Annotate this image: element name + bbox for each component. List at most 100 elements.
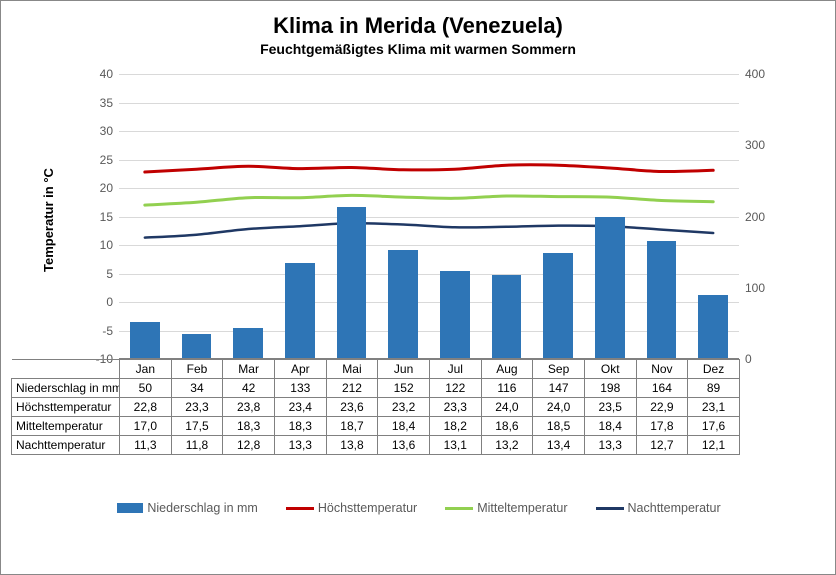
legend-label: Höchsttemperatur: [318, 501, 417, 515]
legend-line-swatch: [596, 507, 624, 510]
table-row: Höchsttemperatur22,823,323,823,423,623,2…: [12, 398, 740, 417]
precip-bar: [182, 334, 212, 358]
gridline: [119, 74, 739, 75]
table-cell: 13,3: [274, 436, 326, 455]
row-header: Höchsttemperatur: [12, 398, 120, 417]
table-cell: 23,4: [274, 398, 326, 417]
table-cell: 13,2: [481, 436, 533, 455]
y1-axis-label: Temperatur in °C: [41, 168, 56, 272]
y2-tick: 400: [739, 67, 765, 81]
table-cell: 18,3: [223, 417, 275, 436]
precip-bar: [543, 253, 573, 358]
table-cell: 11,3: [120, 436, 172, 455]
table-cell: 152: [378, 379, 430, 398]
table-cell: 11,8: [171, 436, 223, 455]
table-cell: 17,5: [171, 417, 223, 436]
table-cell: 23,6: [326, 398, 378, 417]
category-header: Dez: [688, 360, 740, 379]
precip-bar: [337, 207, 367, 358]
chart-title: Klima in Merida (Venezuela): [1, 1, 835, 39]
legend-item: Höchsttemperatur: [286, 501, 417, 515]
category-header: Sep: [533, 360, 585, 379]
table-cell: 12,8: [223, 436, 275, 455]
y2-tick: 200: [739, 210, 765, 224]
table-cell: 23,1: [688, 398, 740, 417]
table-cell: 17,8: [636, 417, 688, 436]
y1-tick: 40: [100, 67, 119, 81]
table-cell: 22,8: [120, 398, 172, 417]
precip-bar: [698, 295, 728, 358]
category-header: Nov: [636, 360, 688, 379]
legend-label: Niederschlag in mm: [147, 501, 257, 515]
category-header: Mar: [223, 360, 275, 379]
category-header: Apr: [274, 360, 326, 379]
table-cell: 13,4: [533, 436, 585, 455]
precip-bar: [595, 217, 625, 358]
legend-item: Nachttemperatur: [596, 501, 721, 515]
y2-tick: 300: [739, 138, 765, 152]
table-cell: 116: [481, 379, 533, 398]
category-header: Aug: [481, 360, 533, 379]
category-header: Okt: [584, 360, 636, 379]
y1-tick: 25: [100, 153, 119, 167]
gridline: [119, 188, 739, 189]
precip-bar: [388, 250, 418, 358]
legend-item: Niederschlag in mm: [117, 501, 257, 515]
table-cell: 17,0: [120, 417, 172, 436]
y1-tick: 5: [106, 267, 119, 281]
legend: Niederschlag in mm Höchsttemperatur Mittel…: [101, 501, 737, 515]
legend-bar-swatch: [117, 503, 143, 513]
legend-label: Mitteltemperatur: [477, 501, 567, 515]
row-header: Nachttemperatur: [12, 436, 120, 455]
category-header: Mai: [326, 360, 378, 379]
climate-chart: Klima in Merida (Venezuela) Feuchtgemäßi…: [1, 1, 835, 574]
table-cell: 18,6: [481, 417, 533, 436]
gridline: [119, 131, 739, 132]
category-header: Jan: [120, 360, 172, 379]
table-cell: 18,7: [326, 417, 378, 436]
mean-line: [145, 195, 713, 205]
table-cell: 17,6: [688, 417, 740, 436]
gridline: [119, 217, 739, 218]
table-cell: 18,3: [274, 417, 326, 436]
legend-line-swatch: [445, 507, 473, 510]
table-cell: 13,1: [429, 436, 481, 455]
table-cell: 122: [429, 379, 481, 398]
table-cell: 34: [171, 379, 223, 398]
category-header: Jun: [378, 360, 430, 379]
table-cell: 13,8: [326, 436, 378, 455]
y2-tick: 0: [739, 352, 752, 366]
plot-area: -10-505101520253035400100200300400: [119, 74, 739, 359]
table-cell: 42: [223, 379, 275, 398]
legend-label: Nachttemperatur: [628, 501, 721, 515]
table-cell: 22,9: [636, 398, 688, 417]
table-cell: 147: [533, 379, 585, 398]
table-row: Niederschlag in mm5034421332121521221161…: [12, 379, 740, 398]
high-line: [145, 165, 713, 172]
y1-tick: -5: [102, 324, 119, 338]
table-cell: 23,3: [429, 398, 481, 417]
y1-tick: 15: [100, 210, 119, 224]
table-cell: 13,3: [584, 436, 636, 455]
table-cell: 18,4: [378, 417, 430, 436]
table-cell: 23,8: [223, 398, 275, 417]
y1-tick: 20: [100, 181, 119, 195]
table-cell: 18,4: [584, 417, 636, 436]
table-cell: 133: [274, 379, 326, 398]
table-row: Mitteltemperatur17,017,518,318,318,718,4…: [12, 417, 740, 436]
legend-line-swatch: [286, 507, 314, 510]
table-cell: 24,0: [481, 398, 533, 417]
precip-bar: [233, 328, 263, 358]
table-cell: 23,5: [584, 398, 636, 417]
table-cell: 23,3: [171, 398, 223, 417]
table-cell: 212: [326, 379, 378, 398]
night-line: [145, 223, 713, 237]
chart-subtitle: Feuchtgemäßigtes Klima mit warmen Sommer…: [1, 39, 835, 57]
y1-tick: 30: [100, 124, 119, 138]
row-header: Niederschlag in mm: [12, 379, 120, 398]
table-cell: 18,2: [429, 417, 481, 436]
table-cell: 198: [584, 379, 636, 398]
category-header: Jul: [429, 360, 481, 379]
table-cell: 12,7: [636, 436, 688, 455]
category-header: Feb: [171, 360, 223, 379]
